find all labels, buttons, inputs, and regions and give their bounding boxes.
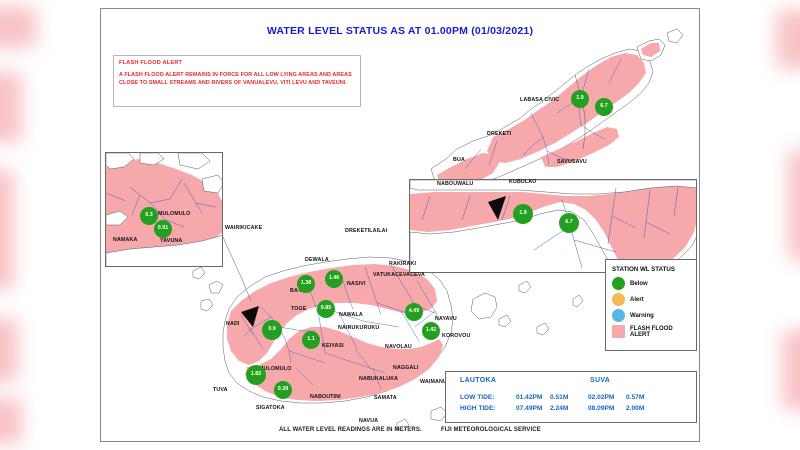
map-label: DEWALA (305, 257, 329, 263)
legend-item-alert: Alert (612, 293, 690, 306)
map-label: WAIMANU (420, 379, 447, 385)
tide-suva-height: 2.00M (626, 405, 645, 412)
map-label: RAKIRAKI (389, 261, 417, 267)
station-marker[interactable]: 1.9 (571, 90, 589, 108)
station-marker[interactable]: 1.9 (513, 204, 533, 224)
map-label: NAWALA (339, 312, 363, 318)
tide-port-suva: SUVA (590, 377, 611, 384)
map-label: NAMULOMULO (251, 366, 292, 372)
legend-box: STATION WL STATUS Below Alert Warning FL… (605, 259, 697, 351)
western-islets (192, 266, 224, 312)
tide-port-lautoka: LAUTOKA (460, 377, 497, 384)
tide-lautoka-time: 01.42PM (516, 394, 543, 401)
tide-table: LAUTOKA SUVA LOW TIDE: 01.42PM 0.51M 02.… (445, 371, 697, 423)
legend-swatch-warning-icon (612, 309, 625, 322)
map-label: NAMAKA (113, 237, 138, 243)
map-label: LABASA CIVIC (520, 97, 560, 103)
footer-readings-note: ALL WATER LEVEL READINGS ARE IN METERS. (279, 427, 422, 433)
station-marker[interactable]: 6.7 (559, 213, 579, 233)
legend-title: STATION WL STATUS (612, 266, 676, 273)
page-gutter-right (700, 0, 800, 450)
tide-suva-height: 0.57M (626, 394, 645, 401)
map-label: NABOUWALU (437, 181, 474, 187)
station-marker[interactable]: 1.38 (297, 275, 315, 293)
map-label: NABUKALUKA (359, 376, 399, 382)
inset-map-nadi (105, 152, 223, 267)
legend-swatch-flash-flood-icon (612, 325, 625, 338)
map-label: YAVUNA (160, 238, 183, 244)
station-marker[interactable]: 1.1 (302, 331, 320, 349)
map-label: VATUKACEVACEVA (373, 272, 426, 278)
map-label: BUA (453, 157, 465, 163)
taveuni-islands (636, 28, 684, 62)
map-label: SAVUSAVU (557, 159, 587, 165)
legend-item-below: Below (612, 277, 690, 290)
station-marker[interactable]: 0.39 (274, 381, 292, 399)
map-label: WAIRIKICAKE (225, 225, 263, 231)
station-marker[interactable]: 1.82 (246, 365, 266, 385)
map-label: DREKETILAILAI (345, 228, 388, 234)
tide-suva-time: 08.09PM (588, 405, 615, 412)
map-label: NADI (226, 321, 240, 327)
map-label: DREKETI (487, 131, 512, 137)
tide-suva-time: 02.02PM (588, 394, 615, 401)
lomaiviti-islands (396, 244, 630, 432)
map-label: KUBULAU (509, 179, 537, 185)
station-marker[interactable]: 0.85 (317, 300, 335, 318)
flash-flood-alert-heading: FLASH FLOOD ALERT (119, 60, 183, 66)
station-marker[interactable]: 0.9 (262, 320, 282, 340)
tide-row-label: LOW TIDE: (460, 394, 495, 401)
map-label: TUVA (213, 387, 228, 393)
station-marker[interactable]: 4.49 (405, 303, 423, 321)
fiji-map-canvas: .land { fill:#ffffff; stroke:#5a5a5a; st… (101, 9, 701, 443)
map-label: KOROVOU (442, 333, 471, 339)
station-marker[interactable]: 0.3 (140, 207, 158, 225)
map-label: NAIRUKURUKU (338, 325, 380, 331)
map-label: SAMATA (374, 395, 397, 401)
flash-flood-alert-box: FLASH FLOOD ALERT A FLASH FLOOD ALERT RE… (113, 55, 361, 107)
map-label: SIGATOKA (256, 405, 285, 411)
page-gutter-left (0, 0, 100, 450)
map-label: NAGGALI (393, 365, 419, 371)
map-label: NASIVI (347, 281, 366, 287)
map-label: NAVUA (359, 418, 379, 424)
station-marker[interactable]: 1.42 (422, 322, 440, 340)
map-label: NABOUTINI (310, 394, 341, 400)
legend-item-warning: Warning (612, 309, 690, 322)
page-title: WATER LEVEL STATUS AS AT 01.00PM (01/03/… (266, 25, 534, 37)
legend-label: Below (630, 280, 648, 287)
tide-lautoka-height: 0.51M (550, 394, 569, 401)
tide-row-low: LOW TIDE: 01.42PM 0.51M 02.02PM 0.57M (454, 394, 688, 405)
legend-label: Alert (630, 296, 644, 303)
station-marker[interactable]: 6.7 (595, 98, 613, 116)
tide-lautoka-height: 2.24M (550, 405, 569, 412)
station-marker[interactable]: 1.46 (325, 270, 343, 288)
map-label: NAVOLAU (385, 344, 412, 350)
tide-lautoka-time: 07.49PM (516, 405, 543, 412)
viti-levu (222, 256, 454, 404)
legend-item-flash-flood: FLASH FLOOD ALERT (612, 325, 690, 338)
legend-swatch-alert-icon (612, 293, 625, 306)
footer-agency: FIJI METEOROLOGICAL SERVICE (441, 427, 541, 433)
map-label: MULOMULO (158, 211, 191, 217)
vanua-levu (430, 48, 654, 188)
map-label: KEIYASI (322, 343, 344, 349)
map-label: TOGE (291, 306, 307, 312)
flash-flood-alert-body: A FLASH FLOOD ALERT REMAINS IN FORCE FOR… (119, 72, 352, 86)
station-marker[interactable]: 0.91 (154, 220, 172, 238)
tide-row-high: HIGH TIDE: 07.49PM 2.24M 08.09PM 2.00M (454, 405, 688, 416)
tide-table-header: LAUTOKA SUVA (454, 377, 688, 390)
tide-row-label: HIGH TIDE: (460, 405, 496, 412)
map-poster-frame: WATER LEVEL STATUS AS AT 01.00PM (01/03/… (100, 8, 700, 442)
legend-label: FLASH FLOOD ALERT (630, 325, 673, 338)
legend-label: Warning (630, 312, 654, 319)
map-label: NAYAVU (435, 316, 457, 322)
legend-swatch-below-icon (612, 277, 625, 290)
